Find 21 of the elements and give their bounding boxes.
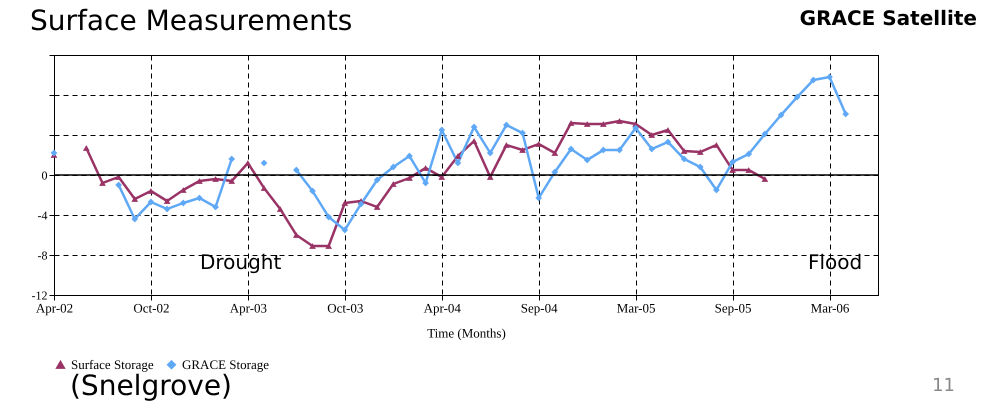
- x-tick-label: Sep-04: [520, 300, 558, 316]
- legend-label: GRACE Storage: [182, 356, 270, 372]
- legend-label: Surface Storage: [71, 356, 154, 372]
- x-tick-label: Sep-05: [714, 300, 752, 316]
- text: 11: [932, 375, 955, 396]
- text: Surface Measurements: [30, 4, 352, 37]
- x-tick-label: Oct-02: [133, 300, 170, 316]
- text: GRACE Satellite: [800, 6, 977, 30]
- x-tick-label: Mar-05: [616, 300, 656, 316]
- x-tick-label: Apr-02: [36, 300, 74, 316]
- x-tick-label: Mar-06: [810, 300, 850, 316]
- y-tick-label: -4: [38, 208, 48, 222]
- y-tick-label: -8: [38, 248, 48, 262]
- x-tick-label: Apr-04: [424, 300, 462, 316]
- annotation: Drought: [200, 250, 282, 274]
- y-tick-label: 0: [42, 168, 48, 182]
- annotation: Flood: [808, 250, 862, 274]
- y-tick-label: -12: [32, 288, 48, 302]
- x-tick-label: Apr-03: [230, 300, 268, 316]
- x-tick-label: Oct-03: [327, 300, 364, 316]
- x-axis-title: Time (Months): [427, 326, 506, 340]
